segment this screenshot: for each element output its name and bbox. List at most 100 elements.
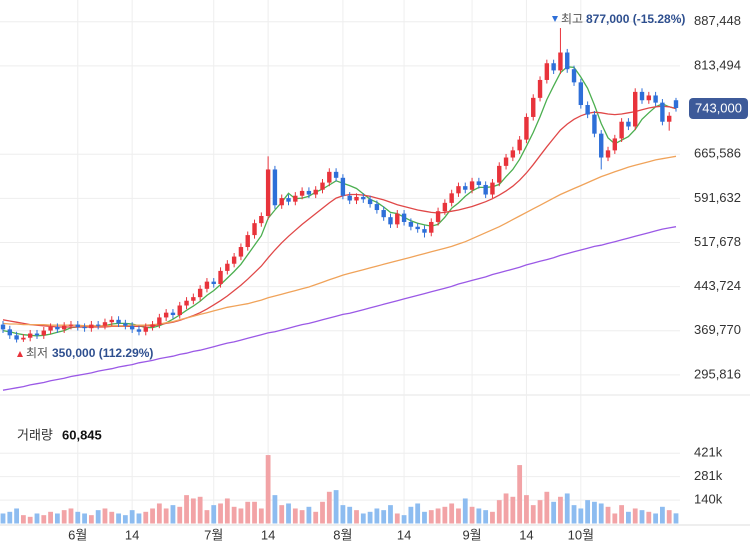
candle-body <box>340 177 346 196</box>
volume-bar <box>258 508 264 524</box>
candle-body <box>286 198 291 202</box>
candle-body <box>123 323 128 326</box>
candle-body <box>374 204 380 211</box>
candle-body <box>354 196 359 201</box>
volume-bar <box>82 513 87 524</box>
volume-bar <box>510 496 516 524</box>
candle-body <box>544 63 550 80</box>
volume-bar <box>374 508 380 524</box>
volume-bar <box>449 503 455 524</box>
volume-bar <box>306 506 312 524</box>
candle-body <box>456 186 461 194</box>
x-tick-label: 14 <box>125 527 139 542</box>
volume-bar <box>394 513 400 524</box>
volume-bar <box>564 493 570 524</box>
candle-body <box>449 193 454 203</box>
volume-bar <box>218 503 223 524</box>
volume-bar <box>265 455 271 524</box>
candle-body <box>129 325 135 330</box>
candle-body <box>157 317 162 325</box>
candle-body <box>510 150 516 158</box>
candle-body <box>483 184 488 195</box>
volume-bar <box>88 515 94 524</box>
labels: 295,816 369,770 443,724 517,678 591,632 665,5… <box>68 13 741 542</box>
candle-body <box>585 105 590 115</box>
volume-bar <box>204 510 210 524</box>
candle-body <box>551 63 556 71</box>
volume-bar <box>660 506 665 524</box>
candle-body <box>41 330 46 336</box>
volume-bar <box>14 508 19 524</box>
volume-value: 60,845 <box>62 427 102 442</box>
candle-body <box>524 116 529 140</box>
x-tick-label: 6월 <box>68 527 87 542</box>
candle-body <box>388 217 393 225</box>
candle-body <box>497 165 502 183</box>
volume-bar <box>313 511 319 524</box>
volume-bar <box>619 505 625 524</box>
high-label: 최고 <box>561 12 583 26</box>
volume-bar <box>156 503 162 524</box>
candle-body <box>633 91 638 127</box>
volume-bar <box>388 505 393 524</box>
y-tick-label: 887,448 <box>694 13 741 28</box>
volume-bar <box>197 496 203 524</box>
y-tick-label: 369,770 <box>694 322 741 337</box>
candle-body <box>95 324 101 326</box>
candle-body <box>537 79 543 98</box>
volume-bar <box>401 515 407 524</box>
x-tick-label: 8월 <box>333 527 352 542</box>
candle-body <box>639 91 645 101</box>
volume-bar <box>231 506 237 524</box>
volume-bar <box>122 515 128 524</box>
high-value: 877,000 (-15.28%) <box>586 12 685 26</box>
volume-bar <box>626 511 631 524</box>
candle-body <box>116 319 121 324</box>
volume-bar <box>517 465 523 524</box>
candle-body <box>136 329 142 332</box>
candle-body <box>184 300 189 306</box>
volume-bar <box>381 510 387 524</box>
volume-bar <box>211 505 217 524</box>
volume-bar <box>666 510 672 524</box>
volume-tick-label: 281k <box>694 468 723 483</box>
volume-bar <box>530 505 536 524</box>
volume-bar <box>544 491 550 524</box>
candle-body <box>381 210 386 218</box>
volume-bar <box>272 495 278 524</box>
candle-body <box>565 52 570 70</box>
volume-bar <box>435 508 441 524</box>
candle-body <box>367 199 373 205</box>
x-tick-label: 14 <box>397 527 411 542</box>
volume-title: 거래량 <box>17 427 53 442</box>
volume-bar <box>95 510 101 524</box>
volume-bar <box>571 505 577 524</box>
candle-body <box>48 326 53 331</box>
candle-body <box>660 102 665 122</box>
volume-bar <box>585 500 591 524</box>
candle-body <box>361 196 366 200</box>
volume-bar <box>102 508 108 524</box>
y-tick-label: 665,586 <box>694 146 741 161</box>
volume-bar <box>150 508 155 524</box>
volume-bar <box>0 513 6 524</box>
last-price-tag <box>689 98 748 119</box>
volume-bar <box>483 510 489 524</box>
volume-bar <box>224 498 230 524</box>
candle-body <box>245 235 250 248</box>
volume-bar <box>184 495 189 524</box>
candle-body <box>238 247 244 257</box>
candle-body <box>531 97 536 117</box>
candle-body <box>578 82 584 106</box>
candle-body <box>605 150 611 158</box>
candle-body <box>646 95 652 101</box>
volume-bar <box>524 495 529 524</box>
candle-body <box>612 138 618 151</box>
candle-body <box>327 171 332 183</box>
candle-body <box>279 198 284 206</box>
volume-bar <box>299 510 305 524</box>
grid <box>0 0 680 525</box>
volume-bar <box>340 505 346 524</box>
